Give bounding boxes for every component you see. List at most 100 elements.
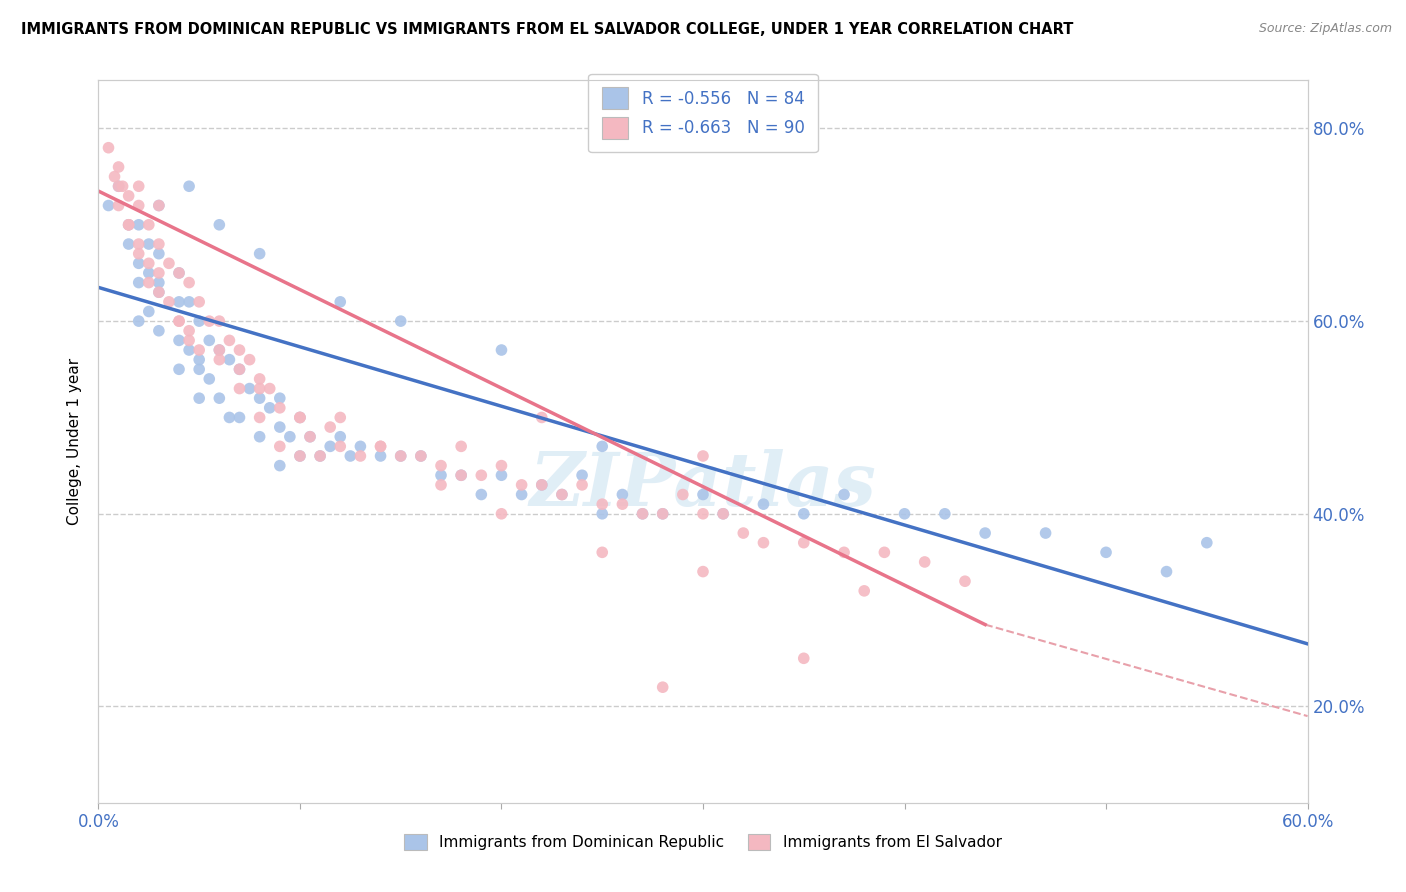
Point	[491, 343, 513, 357]
Point	[672, 487, 695, 501]
Point	[118, 189, 141, 203]
Point	[389, 449, 412, 463]
Point	[329, 430, 352, 444]
Point	[179, 276, 201, 290]
Point	[138, 276, 160, 290]
Point	[259, 382, 281, 396]
Point	[288, 410, 311, 425]
Point	[103, 169, 125, 184]
Point	[651, 507, 673, 521]
Point	[249, 430, 271, 444]
Point	[128, 246, 150, 260]
Point	[157, 294, 180, 309]
Point	[450, 468, 472, 483]
Point	[370, 439, 392, 453]
Point	[188, 314, 211, 328]
Point	[188, 391, 211, 405]
Point	[167, 334, 190, 348]
Point	[934, 507, 956, 521]
Point	[179, 334, 201, 348]
Point	[299, 430, 322, 444]
Text: ZIPatlas: ZIPatlas	[530, 449, 876, 521]
Point	[309, 449, 332, 463]
Point	[612, 497, 634, 511]
Point	[167, 266, 190, 280]
Text: Source: ZipAtlas.com: Source: ZipAtlas.com	[1258, 22, 1392, 36]
Point	[128, 179, 150, 194]
Point	[752, 497, 775, 511]
Point	[128, 256, 150, 270]
Point	[832, 487, 855, 501]
Point	[853, 583, 876, 598]
Point	[118, 218, 141, 232]
Point	[128, 218, 150, 232]
Point	[319, 439, 342, 453]
Point	[339, 449, 361, 463]
Point	[711, 507, 734, 521]
Point	[409, 449, 432, 463]
Point	[389, 449, 412, 463]
Point	[288, 449, 311, 463]
Point	[138, 256, 160, 270]
Point	[208, 218, 231, 232]
Point	[148, 285, 170, 300]
Point	[138, 266, 160, 280]
Point	[793, 507, 815, 521]
Point	[319, 420, 342, 434]
Point	[450, 439, 472, 453]
Point	[138, 304, 160, 318]
Point	[1095, 545, 1118, 559]
Point	[409, 449, 432, 463]
Point	[138, 218, 160, 232]
Point	[510, 487, 533, 501]
Point	[1195, 535, 1218, 549]
Point	[1035, 526, 1057, 541]
Point	[793, 535, 815, 549]
Point	[249, 391, 271, 405]
Point	[832, 545, 855, 559]
Point	[179, 294, 201, 309]
Y-axis label: College, Under 1 year: College, Under 1 year	[67, 358, 83, 525]
Point	[157, 256, 180, 270]
Point	[218, 334, 240, 348]
Point	[591, 497, 613, 511]
Point	[953, 574, 976, 589]
Point	[148, 198, 170, 212]
Point	[218, 352, 240, 367]
Point	[631, 507, 654, 521]
Point	[138, 237, 160, 252]
Point	[349, 439, 371, 453]
Point	[118, 237, 141, 252]
Point	[148, 324, 170, 338]
Point	[571, 478, 593, 492]
Point	[208, 343, 231, 357]
Point	[167, 362, 190, 376]
Point	[752, 535, 775, 549]
Point	[97, 141, 120, 155]
Point	[148, 237, 170, 252]
Point	[259, 401, 281, 415]
Point	[893, 507, 915, 521]
Point	[530, 478, 553, 492]
Point	[793, 651, 815, 665]
Text: IMMIGRANTS FROM DOMINICAN REPUBLIC VS IMMIGRANTS FROM EL SALVADOR COLLEGE, UNDER: IMMIGRANTS FROM DOMINICAN REPUBLIC VS IM…	[21, 22, 1073, 37]
Point	[107, 179, 129, 194]
Point	[228, 362, 250, 376]
Point	[167, 314, 190, 328]
Point	[128, 276, 150, 290]
Point	[239, 352, 262, 367]
Point	[974, 526, 997, 541]
Point	[591, 439, 613, 453]
Point	[430, 458, 453, 473]
Point	[228, 382, 250, 396]
Point	[179, 324, 201, 338]
Point	[329, 410, 352, 425]
Point	[188, 362, 211, 376]
Point	[288, 449, 311, 463]
Point	[239, 382, 262, 396]
Point	[450, 468, 472, 483]
Point	[269, 391, 291, 405]
Point	[148, 285, 170, 300]
Point	[148, 198, 170, 212]
Point	[179, 343, 201, 357]
